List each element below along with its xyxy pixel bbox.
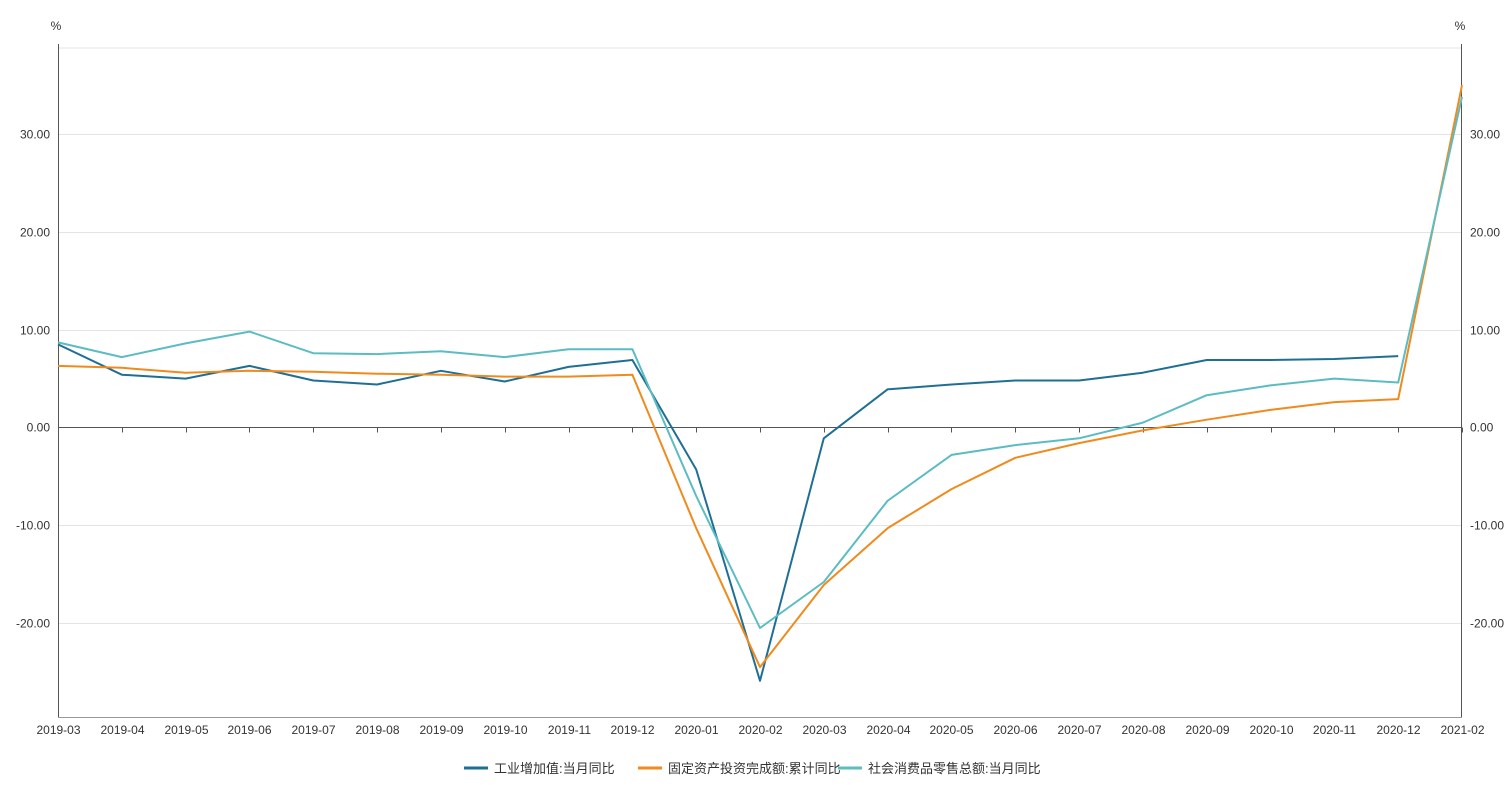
y-tick-label-right: 30.00: [1470, 128, 1500, 142]
series-line-1[interactable]: [57, 343, 1399, 682]
x-tick-label: 2019-09: [419, 723, 463, 737]
x-tick-label: 2019-04: [100, 723, 144, 737]
y-tick-label-left: 20.00: [20, 226, 50, 240]
x-tick-label: 2019-07: [291, 723, 335, 737]
legend-item-1[interactable]: 工业增加值:当月同比: [464, 761, 615, 776]
x-tick-label: 2020-01: [674, 723, 718, 737]
legend-label: 固定资产投资完成额:累计同比: [668, 761, 841, 776]
series-line-2[interactable]: [57, 85, 1463, 669]
y-axis-right-ticks: -20.00 -10.00 0.00 10.00 20.00 30.00: [1470, 128, 1504, 631]
x-tick-label: 2020-12: [1376, 723, 1420, 737]
x-tick-label: 2020-06: [993, 723, 1037, 737]
x-tick-label: 2020-07: [1057, 723, 1101, 737]
axes: [58, 44, 1462, 718]
y-axis-unit-left: %: [51, 19, 62, 33]
x-tick-label: 2019-03: [36, 723, 80, 737]
x-tick-label: 2019-06: [227, 723, 271, 737]
x-tick-label: 2020-02: [738, 723, 782, 737]
x-tick-label: 2020-04: [866, 723, 910, 737]
x-tick-label: 2020-03: [802, 723, 846, 737]
y-tick-label-left: -20.00: [16, 617, 50, 631]
y-tick-label-right: 10.00: [1470, 324, 1500, 338]
y-tick-label-right: 20.00: [1470, 226, 1500, 240]
x-tick-label: 2019-08: [355, 723, 399, 737]
y-tick-label-right: -10.00: [1470, 519, 1504, 533]
legend-label: 工业增加值:当月同比: [494, 761, 615, 776]
x-axis-ticks: 2019-03 2019-04 2019-05 2019-06 2019-07 2019-…: [36, 427, 1485, 737]
y-tick-label-right: 0.00: [1470, 421, 1494, 435]
x-tick-label: 2019-12: [610, 723, 654, 737]
x-tick-label: 2019-05: [164, 723, 208, 737]
x-tick-label: 2019-11: [548, 723, 591, 737]
y-tick-label-right: -20.00: [1470, 617, 1504, 631]
series-lines: [57, 85, 1463, 682]
legend-label: 社会消费品零售总额:当月同比: [868, 761, 1041, 776]
y-axis-unit-right: %: [1455, 19, 1466, 33]
grid-lines: [58, 47, 1462, 624]
legend-item-2[interactable]: 固定资产投资完成额:累计同比: [638, 761, 841, 776]
x-tick-label: 2020-10: [1249, 723, 1293, 737]
y-tick-label-left: -10.00: [16, 519, 50, 533]
x-tick-label: 2020-08: [1121, 723, 1165, 737]
series-line-3[interactable]: [57, 96, 1463, 629]
x-tick-label: 2020-11: [1313, 723, 1356, 737]
y-axis-left-ticks: -20.00 -10.00 0.00 10.00 20.00 30.00: [16, 128, 50, 631]
legend-item-3[interactable]: 社会消费品零售总额:当月同比: [838, 761, 1041, 776]
x-tick-label: 2020-09: [1185, 723, 1229, 737]
x-tick-label: 2021-02: [1440, 723, 1484, 737]
y-tick-label-left: 10.00: [20, 324, 50, 338]
y-tick-label-left: 30.00: [20, 128, 50, 142]
x-tick-label: 2020-05: [929, 723, 973, 737]
legend[interactable]: 工业增加值:当月同比 固定资产投资完成额:累计同比 社会消费品零售总额:当月同比: [464, 761, 1041, 776]
y-tick-label-left: 0.00: [27, 421, 51, 435]
x-tick-label: 2019-10: [483, 723, 527, 737]
